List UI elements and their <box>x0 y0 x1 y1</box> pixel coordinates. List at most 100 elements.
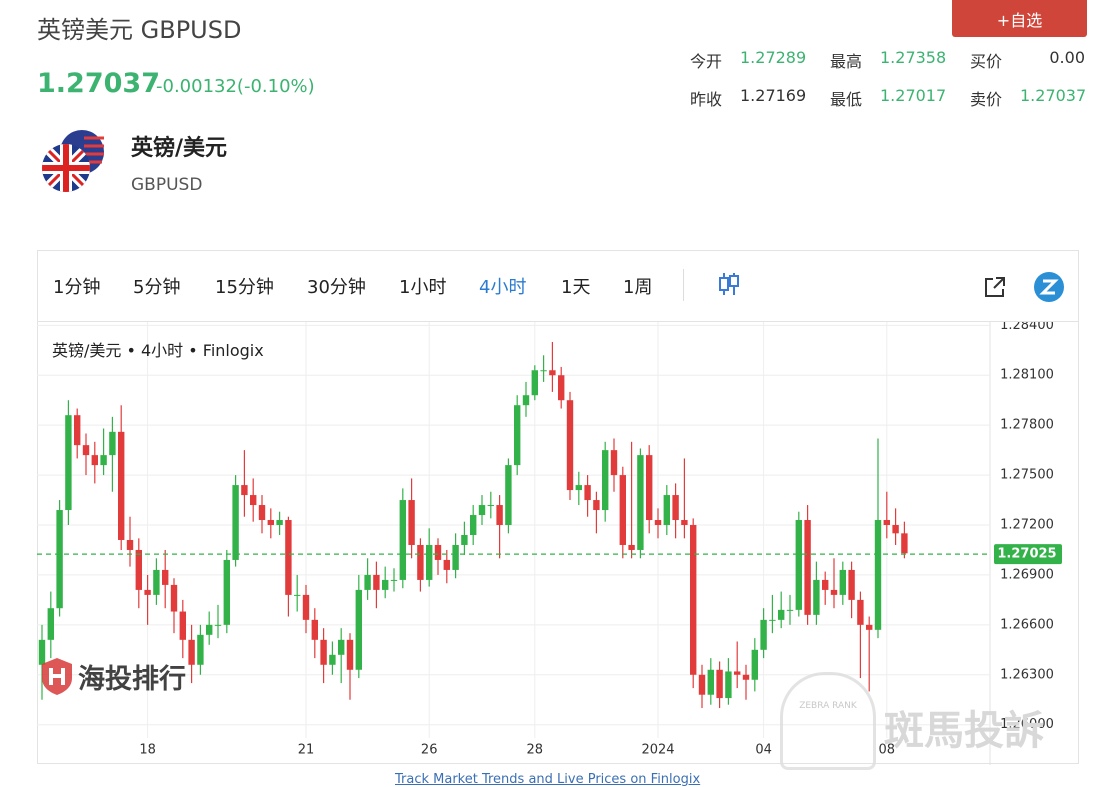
candle-body <box>364 574 371 590</box>
candle-body <box>135 549 142 590</box>
candle-body <box>769 619 776 621</box>
watermark-text: 斑馬投訴 <box>884 708 1044 754</box>
stat-label: 买价 <box>970 52 1003 71</box>
interval-button[interactable]: 15分钟 <box>215 273 274 299</box>
candle-body <box>294 594 301 596</box>
candle-body <box>760 619 767 650</box>
candle-body <box>170 584 178 612</box>
candle-body <box>804 520 811 615</box>
candle-body <box>188 639 195 665</box>
candle-body <box>38 639 46 665</box>
y-tick-label: 1.28100 <box>1000 368 1054 383</box>
stat-label: 最低 <box>830 90 863 109</box>
x-tick-label: 28 <box>527 743 544 758</box>
candle-body <box>566 400 574 491</box>
popout-button[interactable] <box>983 275 1007 299</box>
candle-body <box>144 589 151 595</box>
pair-name: 英镑/美元 <box>131 136 228 161</box>
candle-body <box>417 544 424 580</box>
candle-body <box>470 515 477 535</box>
chart-panel <box>37 250 1079 764</box>
candle-body <box>197 634 204 665</box>
candle-body <box>549 370 556 376</box>
candle-body <box>109 431 116 456</box>
candle-body <box>258 505 266 521</box>
candle-body <box>390 579 398 581</box>
candle-body <box>593 500 600 511</box>
candle-body <box>742 674 750 680</box>
candle-body <box>267 520 274 526</box>
candle-body <box>214 624 222 626</box>
stat-label: 今开 <box>690 52 723 71</box>
candle-body <box>619 475 626 545</box>
candle-body <box>179 611 186 640</box>
y-tick-label: 1.26900 <box>1000 567 1054 582</box>
last-price-label: 1.27025 <box>997 547 1056 562</box>
candle-body <box>153 569 160 595</box>
candle-body <box>56 510 63 609</box>
x-tick-label: 18 <box>139 743 156 758</box>
candle-body <box>346 639 354 670</box>
candle-body <box>707 669 714 695</box>
candle-body <box>487 505 494 507</box>
candle-body <box>558 375 565 401</box>
footer-link[interactable]: Track Market Trends and Live Prices on F… <box>395 772 701 787</box>
interval-button[interactable]: 1周 <box>623 273 652 299</box>
x-tick-label: 08 <box>879 743 896 758</box>
stat-label: 最高 <box>830 52 863 71</box>
candle-body <box>725 671 732 699</box>
x-tick-label: 04 <box>755 743 772 758</box>
candle-body <box>285 520 292 595</box>
candle-body <box>338 639 345 655</box>
candle-body <box>681 520 688 526</box>
candlestick-chart: 1.26000 1.26300 1.26600 1.26900 1.27200 1.275… <box>37 322 1062 765</box>
candle-body <box>126 539 134 550</box>
candle-body <box>478 505 486 516</box>
stat-value: 1.27358 <box>880 48 947 67</box>
candle-body <box>162 569 169 585</box>
flag-icon <box>42 130 104 192</box>
chart-type-button[interactable] <box>718 271 740 297</box>
x-tick-label: 21 <box>298 743 315 758</box>
y-tick-label: 1.26300 <box>1000 667 1054 682</box>
candle-body <box>698 674 706 695</box>
candle-body <box>892 525 899 534</box>
candle-body <box>302 594 310 620</box>
candle-body <box>329 654 336 665</box>
interval-button[interactable]: 5分钟 <box>133 273 180 299</box>
interval-button[interactable]: 4小时 <box>479 273 526 299</box>
candle-body <box>434 544 442 560</box>
interval-button[interactable]: 1小时 <box>399 273 446 299</box>
interval-button[interactable]: 1分钟 <box>53 273 100 299</box>
watchlist-button[interactable]: +自选 <box>952 0 1087 37</box>
candle-body <box>382 579 389 590</box>
candle-body <box>822 579 829 590</box>
candle-body <box>241 485 248 496</box>
stats: 今开 1.27289 最高 1.27358 买价 0.00 昨收 1.27169 最低 1.270… <box>690 48 1086 110</box>
stat-label: 卖价 <box>970 90 1003 109</box>
interval-button[interactable]: 30分钟 <box>307 273 366 299</box>
candle-body <box>355 589 362 670</box>
logo-button[interactable] <box>1033 271 1065 303</box>
candle-body <box>672 495 679 521</box>
last-price-tag <box>994 544 1062 565</box>
candle-body <box>223 559 230 625</box>
stat-value: 0.00 <box>1049 48 1085 67</box>
interval-button[interactable]: 1天 <box>561 273 590 299</box>
candle-body <box>575 485 582 491</box>
y-tick-label: 1.27500 <box>1000 468 1054 483</box>
y-tick-label: 1.26000 <box>1000 717 1054 732</box>
candle-body <box>100 455 107 466</box>
candle-body <box>373 574 380 590</box>
candle-body <box>778 609 785 620</box>
title: 英镑美元 GBPUSD <box>37 16 242 44</box>
candle-body <box>751 649 758 680</box>
candle-body <box>206 624 213 635</box>
candle-body <box>250 495 257 506</box>
candle-body <box>866 624 873 630</box>
stat-value: 1.27169 <box>740 86 807 105</box>
watermark-text: 海投排行 <box>78 663 186 695</box>
stat-value: 1.27017 <box>880 86 947 105</box>
watermark-badge-text: ZEBRA RANK <box>799 701 857 711</box>
